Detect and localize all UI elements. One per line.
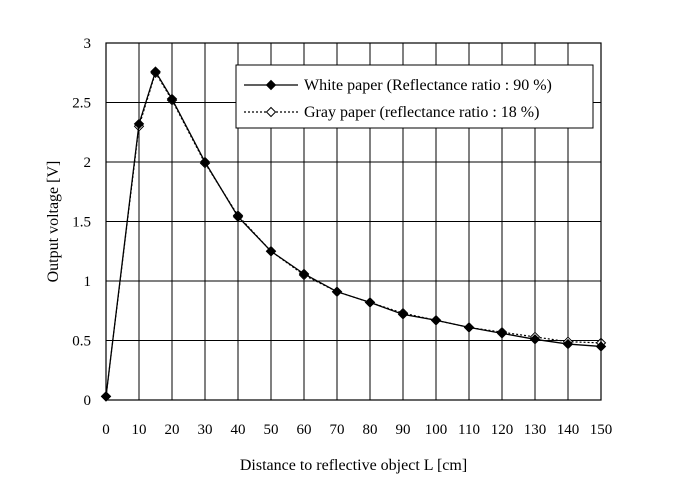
plot-frame <box>105 42 602 401</box>
y-tick-label: 3 <box>84 36 92 52</box>
series-layer <box>100 66 607 402</box>
x-tick-label: 50 <box>264 422 279 438</box>
x-tick-label: 100 <box>425 422 448 438</box>
data-point-marker <box>166 93 178 105</box>
y-tick-label: 1 <box>84 274 92 290</box>
y-tick-labels: 0 0.5 1 1.5 2 2.5 3 <box>72 36 91 409</box>
x-tick-label: 120 <box>491 422 514 438</box>
data-point-marker <box>199 156 211 168</box>
legend-box <box>235 64 594 129</box>
x-tick-label: 0 <box>102 422 110 438</box>
x-tick-label: 60 <box>297 422 312 438</box>
data-point-marker <box>562 338 574 350</box>
y-axis-label: Output voltage [V] <box>45 161 62 283</box>
data-point-marker <box>397 309 409 320</box>
data-point-marker <box>133 118 145 130</box>
legend-marker-sample <box>265 79 277 91</box>
x-tick-label: 10 <box>132 422 147 438</box>
x-tick-label: 40 <box>231 422 246 438</box>
legend: White paper (Reflectance ratio : 90 %) Gr… <box>235 64 594 129</box>
data-point-marker <box>430 315 442 326</box>
x-tick-label: 80 <box>363 422 378 438</box>
legend-item: Gray paper (reflectance ratio : 18 %) <box>244 104 539 121</box>
data-point-marker <box>265 246 277 257</box>
data-point-marker <box>463 322 475 333</box>
y-tick-label: 2 <box>84 155 92 171</box>
data-point-marker <box>529 334 541 345</box>
x-tick-labels: 0 10 20 30 40 50 60 70 80 90 100 110 120 130 140 150 <box>102 422 612 438</box>
x-tick-label: 20 <box>165 422 180 438</box>
x-tick-label: 110 <box>458 422 480 438</box>
data-point-marker <box>331 286 343 297</box>
legend-label: Gray paper (reflectance ratio : 18 %) <box>304 104 539 121</box>
x-tick-label: 150 <box>590 422 613 438</box>
legend-marker-sample <box>265 106 277 118</box>
data-point-marker <box>364 297 376 308</box>
x-axis-label: Distance to reflective object L [cm] <box>240 457 467 474</box>
y-tick-label: 0 <box>84 393 92 409</box>
legend-label: White paper (Reflectance ratio : 90 %) <box>304 77 552 94</box>
legend-item: White paper (Reflectance ratio : 90 %) <box>244 77 552 94</box>
x-tick-label: 130 <box>524 422 547 438</box>
x-tick-label: 70 <box>330 422 345 438</box>
data-point-marker <box>232 211 244 222</box>
x-tick-label: 90 <box>396 422 411 438</box>
x-tick-label: 140 <box>557 422 580 438</box>
y-tick-label: 2.5 <box>72 96 91 112</box>
y-tick-label: 1.5 <box>72 215 91 231</box>
data-point-marker <box>298 268 310 280</box>
x-tick-label: 30 <box>198 422 213 438</box>
data-point-marker <box>496 328 508 339</box>
data-point-marker <box>150 66 161 77</box>
y-tick-label: 0.5 <box>72 334 91 350</box>
